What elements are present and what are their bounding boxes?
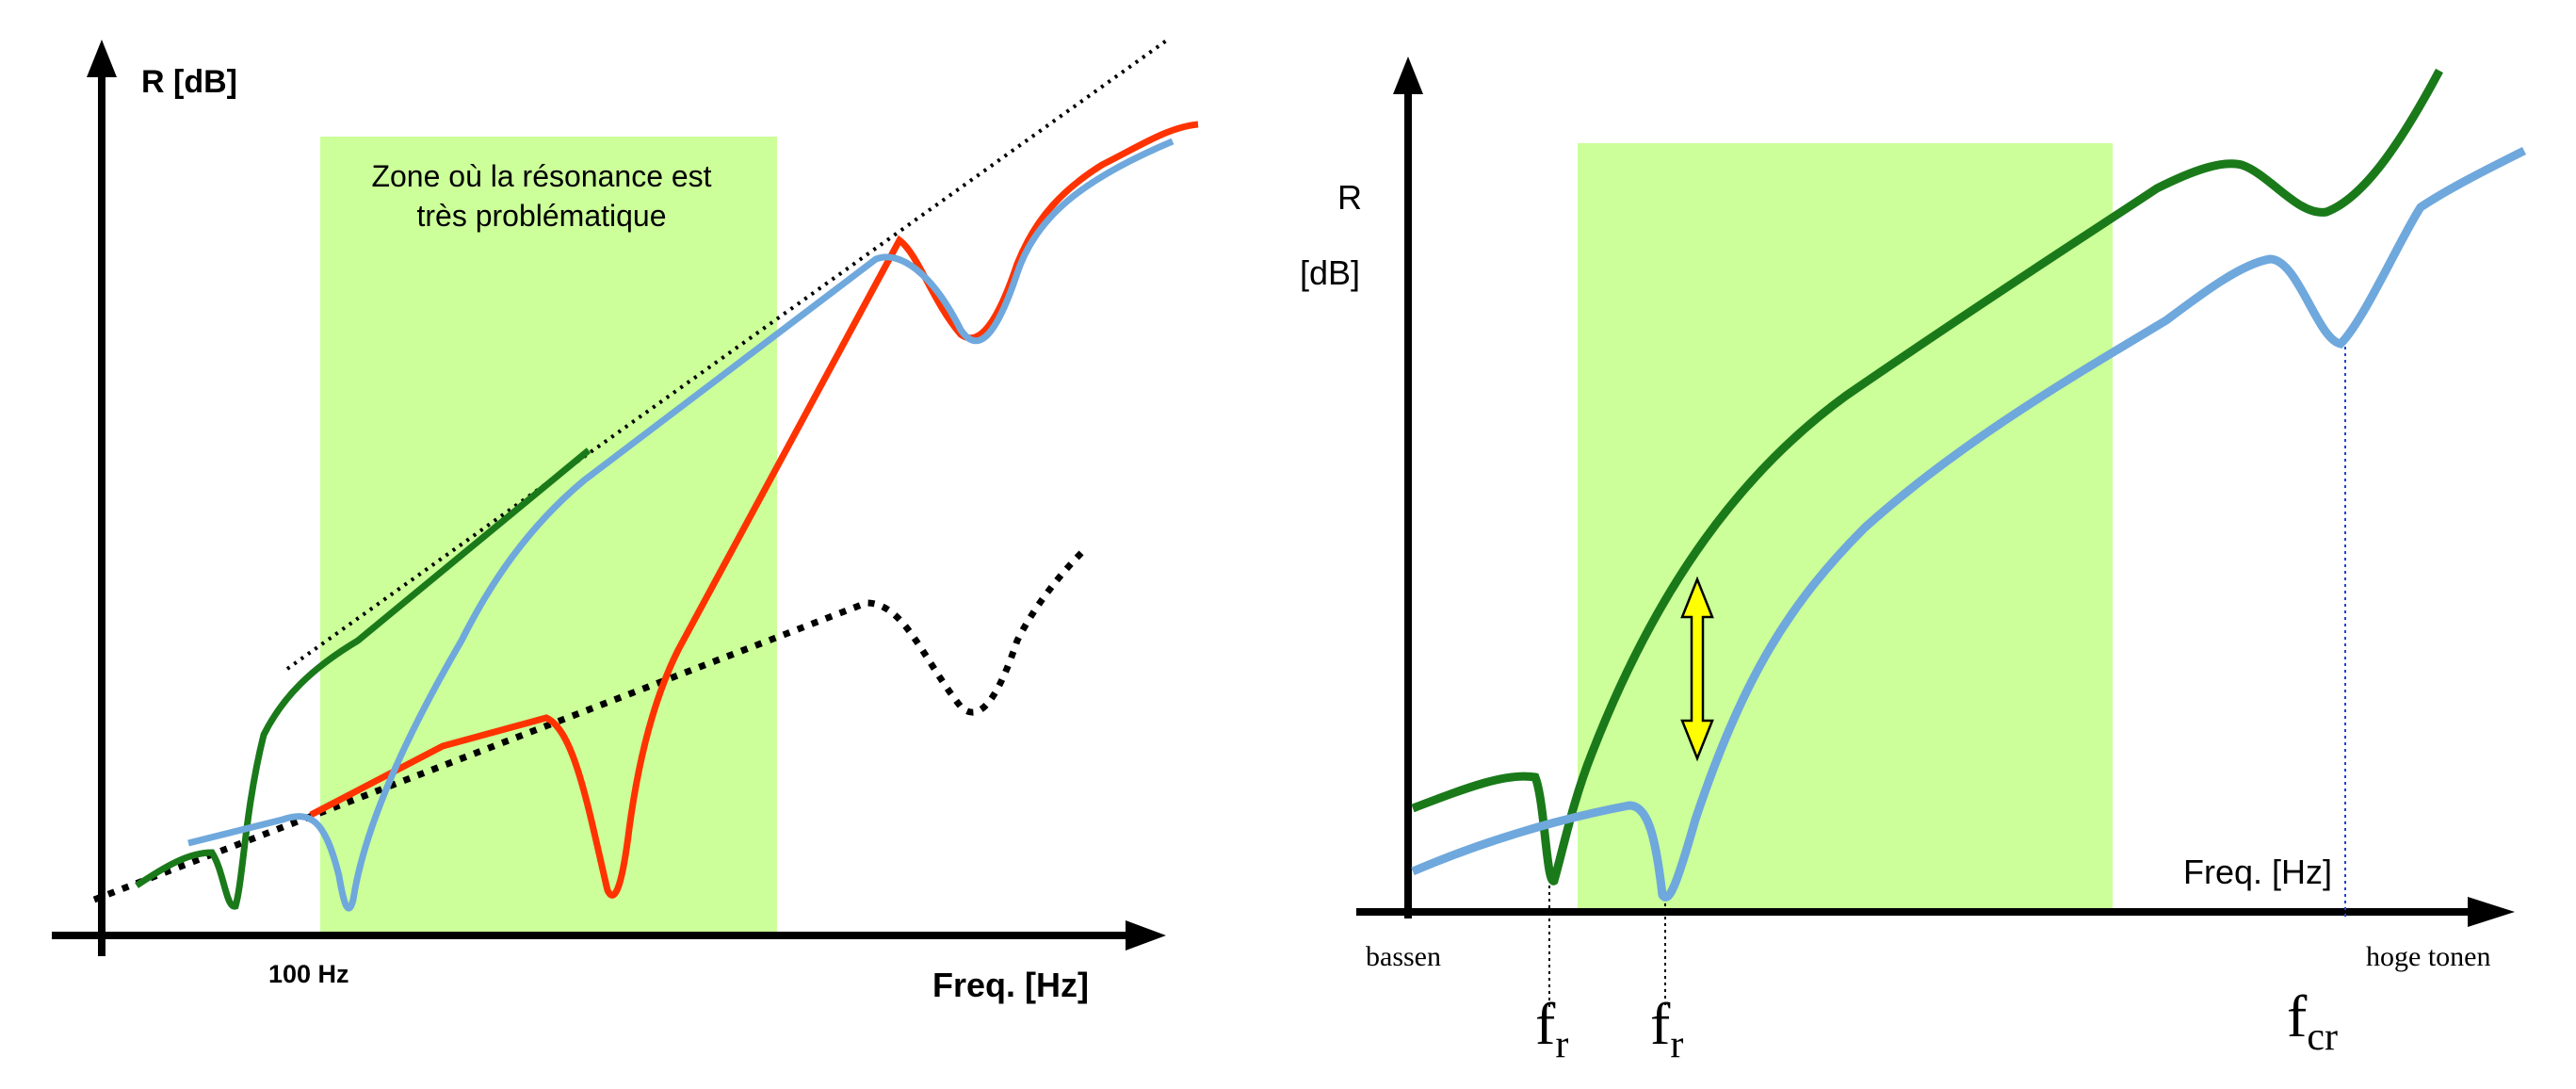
left-green-curve xyxy=(135,447,591,910)
right-x-arrowhead xyxy=(2468,897,2515,927)
right-blue-curve xyxy=(1411,146,2527,902)
right-green-curve xyxy=(1411,68,2443,886)
left-blue-curve xyxy=(187,138,1175,912)
right-x-axis-label: Freq. [Hz] xyxy=(2183,853,2332,891)
right-hoge-tonen-label: hoge tonen xyxy=(2366,941,2490,972)
right-double-arrow xyxy=(1680,576,1714,762)
left-x-axis-label: Freq. [Hz] xyxy=(932,966,1089,1004)
right-fcr-label: fcr xyxy=(2287,983,2338,1059)
right-y-axis-label-db: [dB] xyxy=(1300,253,1360,292)
left-zone-label-line1: Zone où la résonance est xyxy=(371,159,711,193)
left-y-axis-label: R [dB] xyxy=(141,64,237,100)
right-bassen-label: bassen xyxy=(1366,941,1441,972)
right-problem-zone xyxy=(1578,143,2113,914)
left-zone-label-line2: très problématique xyxy=(416,199,666,233)
right-fr2-label: fr xyxy=(1650,990,1683,1066)
left-diagram: R [dB] Freq. [Hz] 100 Hz Zone où la réso… xyxy=(52,38,1199,1004)
left-red-curve xyxy=(309,121,1199,899)
left-problem-zone xyxy=(320,137,777,933)
left-dotted-lower-curve xyxy=(92,548,1086,903)
left-x-arrowhead xyxy=(1126,920,1166,951)
left-tick-label-100hz: 100 Hz xyxy=(268,960,349,988)
left-y-arrowhead xyxy=(87,40,117,77)
left-dotted-upper-line xyxy=(285,38,1170,671)
right-fr1-label: fr xyxy=(1535,990,1568,1066)
right-diagram: R [dB] Freq. [Hz] bassen hoge tonen fr f… xyxy=(1300,57,2527,1066)
right-y-arrowhead xyxy=(1393,57,1423,94)
right-y-axis-label-r: R xyxy=(1337,178,1362,217)
